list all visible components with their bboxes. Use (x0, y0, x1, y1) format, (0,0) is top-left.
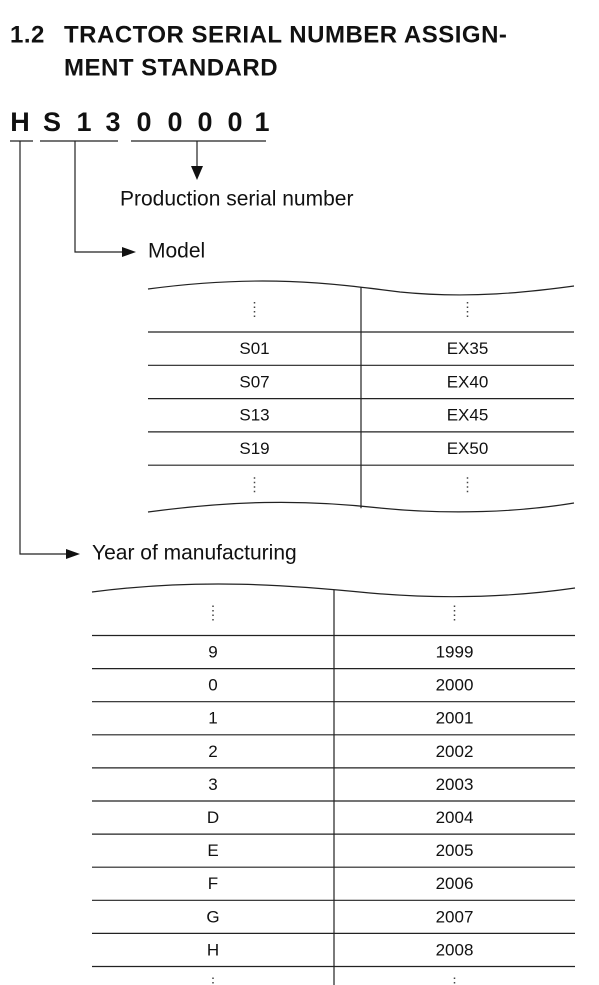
cell: EX50 (447, 439, 489, 458)
cell: 3 (208, 775, 217, 794)
arrowhead (66, 549, 80, 559)
serial-diagram (10, 140, 266, 559)
label: Production serial number (120, 188, 353, 211)
cell: 2004 (436, 808, 474, 827)
cell: 2003 (436, 775, 474, 794)
label: Year of manufacturing (92, 542, 297, 565)
cell: 1 (208, 709, 217, 728)
cell: 0 (208, 676, 217, 695)
cell: G (206, 907, 219, 926)
serial-char: 1 (254, 107, 269, 137)
wave-edge (147, 501, 575, 513)
cell: 2001 (436, 709, 474, 728)
cell: S07 (239, 372, 269, 391)
serial-char: 0 (227, 107, 242, 137)
heading-number: 1.2 (10, 21, 45, 48)
arrowhead (191, 166, 203, 180)
wave-edge (91, 583, 576, 598)
heading-title: TRACTOR SERIAL NUMBER ASSIGN- (64, 21, 507, 48)
cell: EX45 (447, 406, 489, 425)
cell: D (207, 808, 219, 827)
cell: 2008 (436, 940, 474, 959)
serial-char: 3 (105, 107, 120, 137)
cell: 2000 (436, 676, 474, 695)
cell: H (207, 940, 219, 959)
serial-char: H (10, 107, 30, 137)
heading-title: MENT STANDARD (64, 54, 278, 81)
connector (19, 141, 68, 555)
cell: E (207, 841, 218, 860)
cell: 2 (208, 742, 217, 761)
arrowhead (122, 247, 136, 257)
cell: S01 (239, 339, 269, 358)
cell: 9 (208, 643, 217, 662)
label: Model (148, 240, 205, 263)
serial-char: 1 (76, 107, 91, 137)
cell: 2002 (436, 742, 474, 761)
cell: 1999 (436, 643, 474, 662)
wave-edge (147, 280, 575, 296)
cell: F (208, 874, 218, 893)
serial-char: 0 (197, 107, 212, 137)
cell: S19 (239, 439, 269, 458)
serial-char: S (43, 107, 61, 137)
serial-char: 0 (167, 107, 182, 137)
connector (74, 141, 124, 253)
cell: 2006 (436, 874, 474, 893)
cell: 2005 (436, 841, 474, 860)
cell: EX35 (447, 339, 489, 358)
serial-char: 0 (136, 107, 151, 137)
cell: EX40 (447, 372, 489, 391)
cell: S13 (239, 406, 269, 425)
cell: 2007 (436, 907, 474, 926)
